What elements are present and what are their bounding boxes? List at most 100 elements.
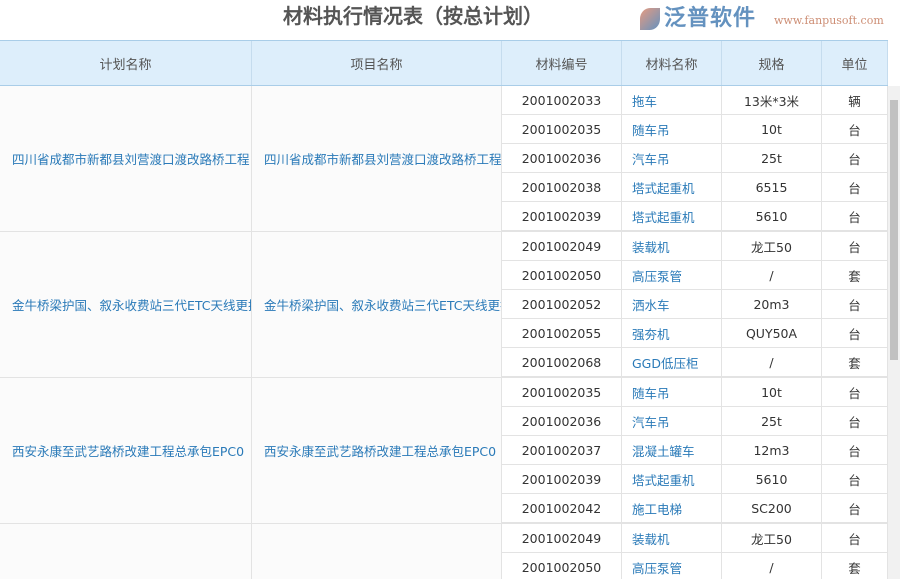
spec: 5610 <box>722 202 822 230</box>
page-title: 材料执行情况表（按总计划） <box>283 4 543 28</box>
unit: 台 <box>822 378 888 406</box>
material-code: 2001002035 <box>502 378 622 406</box>
material-code: 2001002036 <box>502 407 622 435</box>
scrollbar[interactable] <box>888 86 900 579</box>
table-row[interactable]: 2001002050 高压泵管 / 套 <box>502 553 888 579</box>
unit: 台 <box>822 524 888 552</box>
material-name-link[interactable]: 装载机 <box>622 232 722 260</box>
spec: 龙工50 <box>722 232 822 260</box>
spec: / <box>722 261 822 289</box>
table-row[interactable]: 2001002042 施工电梯 SC200 台 <box>502 494 888 523</box>
unit: 台 <box>822 144 888 172</box>
material-name-link[interactable]: 随车吊 <box>622 115 722 143</box>
plan-name-cell[interactable]: 金牛桥梁护国、叙永收费站三代ETC天线更换 <box>0 232 252 377</box>
unit: 台 <box>822 173 888 201</box>
table-header: 计划名称 项目名称 材料编号 材料名称 规格 单位 <box>0 40 888 86</box>
material-code: 2001002052 <box>502 290 622 318</box>
material-code: 2001002050 <box>502 261 622 289</box>
unit: 台 <box>822 465 888 493</box>
unit: 套 <box>822 553 888 579</box>
material-name-link[interactable]: 汽车吊 <box>622 144 722 172</box>
spec: / <box>722 348 822 376</box>
material-code: 2001002038 <box>502 173 622 201</box>
unit: 套 <box>822 261 888 289</box>
material-name-link[interactable]: 高压泵管 <box>622 261 722 289</box>
unit: 台 <box>822 494 888 522</box>
material-name-link[interactable]: 高压泵管 <box>622 553 722 579</box>
project-name-cell[interactable]: 金牛桥梁护国、叙永收费站三代ETC天线更换 <box>252 232 502 377</box>
header-spec[interactable]: 规格 <box>722 41 822 85</box>
project-name-cell[interactable]: 四川省成都市新都县刘营渡口渡改路桥工程 <box>252 86 502 231</box>
material-name-link[interactable]: 装载机 <box>622 524 722 552</box>
material-code: 2001002036 <box>502 144 622 172</box>
table-body: 四川省成都市新都县刘营渡口渡改路桥工程 四川省成都市新都县刘营渡口渡改路桥工程 20… <box>0 86 888 579</box>
material-name-link[interactable]: 汽车吊 <box>622 407 722 435</box>
material-name-link[interactable]: 塔式起重机 <box>622 465 722 493</box>
material-name-link[interactable]: 随车吊 <box>622 378 722 406</box>
table-row[interactable]: 2001002038 塔式起重机 6515 台 <box>502 173 888 202</box>
spec: 25t <box>722 407 822 435</box>
watermark-logo: 泛普软件 www.fanpusoft.com <box>640 4 895 36</box>
table-row[interactable]: 2001002035 随车吊 10t 台 <box>502 378 888 407</box>
header-unit[interactable]: 单位 <box>822 41 888 85</box>
material-name-link[interactable]: 洒水车 <box>622 290 722 318</box>
table-row[interactable]: 2001002055 强夯机 QUY50A 台 <box>502 319 888 348</box>
material-code: 2001002035 <box>502 115 622 143</box>
material-code: 2001002068 <box>502 348 622 376</box>
material-name-link[interactable]: 塔式起重机 <box>622 202 722 230</box>
table-row[interactable]: 2001002050 高压泵管 / 套 <box>502 261 888 290</box>
table-row[interactable]: 2001002035 随车吊 10t 台 <box>502 115 888 144</box>
plan-group: 2001002049 装载机 龙工50 台 2001002050 高压泵管 / 套 <box>0 524 888 579</box>
spec: 10t <box>722 115 822 143</box>
material-name-link[interactable]: 塔式起重机 <box>622 173 722 201</box>
material-name-link[interactable]: 施工电梯 <box>622 494 722 522</box>
header-material-name[interactable]: 材料名称 <box>622 41 722 85</box>
material-code: 2001002039 <box>502 202 622 230</box>
material-code: 2001002049 <box>502 232 622 260</box>
logo-mark-icon <box>640 8 660 30</box>
table-row[interactable]: 2001002052 洒水车 20m3 台 <box>502 290 888 319</box>
plan-name-cell[interactable] <box>0 524 252 579</box>
unit: 台 <box>822 290 888 318</box>
material-name-link[interactable]: 混凝土罐车 <box>622 436 722 464</box>
spec: 10t <box>722 378 822 406</box>
material-name-link[interactable]: 强夯机 <box>622 319 722 347</box>
unit: 台 <box>822 319 888 347</box>
plan-name-cell[interactable]: 西安永康至武艺路桥改建工程总承包EPC0 <box>0 378 252 523</box>
table-row[interactable]: 2001002037 混凝土罐车 12m3 台 <box>502 436 888 465</box>
logo-url: www.fanpusoft.com <box>774 14 884 27</box>
material-code: 2001002039 <box>502 465 622 493</box>
material-name-link[interactable]: 拖车 <box>622 86 722 114</box>
table-row[interactable]: 2001002036 汽车吊 25t 台 <box>502 144 888 173</box>
table-row[interactable]: 2001002049 装载机 龙工50 台 <box>502 524 888 553</box>
table-row[interactable]: 2001002039 塔式起重机 5610 台 <box>502 202 888 231</box>
spec: 20m3 <box>722 290 822 318</box>
table-row[interactable]: 2001002068 GGD低压柜 / 套 <box>502 348 888 377</box>
spec: 12m3 <box>722 436 822 464</box>
logo-name: 泛普软件 <box>664 6 757 31</box>
spec: QUY50A <box>722 319 822 347</box>
unit: 台 <box>822 115 888 143</box>
unit: 台 <box>822 232 888 260</box>
header-plan-name[interactable]: 计划名称 <box>0 41 252 85</box>
project-name-cell[interactable]: 西安永康至武艺路桥改建工程总承包EPC0 <box>252 378 502 523</box>
material-name-link[interactable]: GGD低压柜 <box>622 348 722 376</box>
table-row[interactable]: 2001002049 装载机 龙工50 台 <box>502 232 888 261</box>
spec: 6515 <box>722 173 822 201</box>
unit: 台 <box>822 436 888 464</box>
material-code: 2001002042 <box>502 494 622 522</box>
spec: 13米*3米 <box>722 86 822 114</box>
material-code: 2001002049 <box>502 524 622 552</box>
unit: 台 <box>822 202 888 230</box>
header-project-name[interactable]: 项目名称 <box>252 41 502 85</box>
spec: 25t <box>722 144 822 172</box>
scrollbar-thumb[interactable] <box>890 100 898 360</box>
header-material-code[interactable]: 材料编号 <box>502 41 622 85</box>
table-row[interactable]: 2001002033 拖车 13米*3米辆 <box>502 86 888 115</box>
plan-group: 西安永康至武艺路桥改建工程总承包EPC0 西安永康至武艺路桥改建工程总承包EPC0… <box>0 378 888 524</box>
plan-group: 金牛桥梁护国、叙永收费站三代ETC天线更换 金牛桥梁护国、叙永收费站三代ETC天线… <box>0 232 888 378</box>
project-name-cell[interactable] <box>252 524 502 579</box>
plan-name-cell[interactable]: 四川省成都市新都县刘营渡口渡改路桥工程 <box>0 86 252 231</box>
table-row[interactable]: 2001002039 塔式起重机 5610 台 <box>502 465 888 494</box>
table-row[interactable]: 2001002036 汽车吊 25t 台 <box>502 407 888 436</box>
